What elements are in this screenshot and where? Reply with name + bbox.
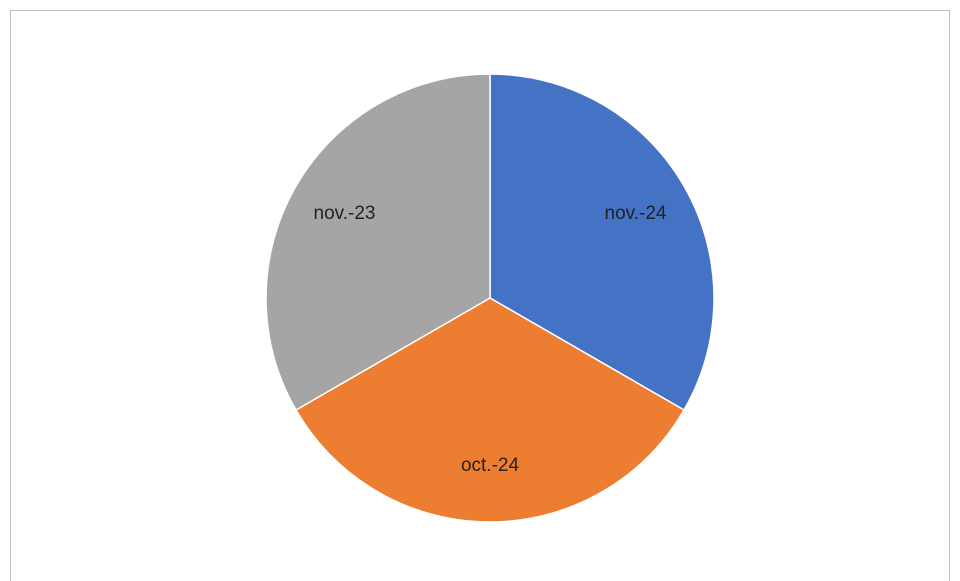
slice-label: oct.-24	[461, 455, 520, 476]
slice-label: nov.-23	[314, 203, 376, 224]
slice-label: nov.-24	[605, 203, 667, 224]
pie-slice	[265, 73, 491, 412]
pie-slice	[489, 73, 715, 412]
